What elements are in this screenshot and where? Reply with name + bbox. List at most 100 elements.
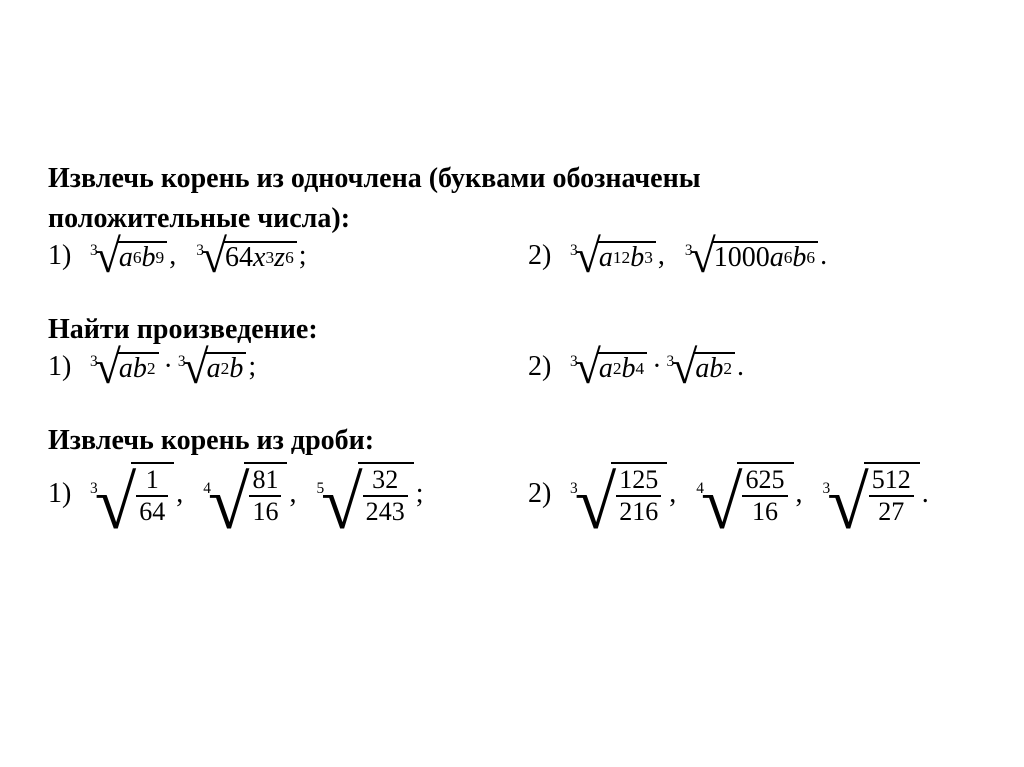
expr: 3 √ 1000a6b6 . [685,240,827,273]
expr: 3 √ 125 216 , [570,462,690,526]
radical: 3 √ a6b9 [90,240,167,273]
separator: , [658,242,665,270]
expr: 3 √ ab2 · 3 √ a2b ; [90,351,256,384]
radical: 3 √ ab2 [90,351,159,384]
fraction: 32 243 [360,466,411,526]
variant-label: 2) [528,480,562,508]
radicand: 32 243 [358,462,414,526]
variant-label: 1) [48,353,82,381]
expr: 3 √ a2b4 · 3 √ ab2 . [570,351,744,384]
fraction: 125 216 [613,466,664,526]
radicand: 125 216 [611,462,667,526]
expr: 3 √ 1 64 , [90,462,197,526]
variant-label: 2) [528,242,562,270]
page: Извлечь корень из одночлена (буквами обо… [0,0,1024,526]
radicand: a6b9 [117,241,167,273]
expr: 3 √ 64x3z6 ; [196,240,306,273]
separator: , [796,480,803,508]
row-3: 1) 3 √ 1 64 , [48,462,976,526]
denominator: 27 [875,498,907,526]
radical: 3 √ 125 216 [570,462,667,526]
radical: 5 √ 32 243 [316,462,413,526]
radical-sign: √ [95,479,137,528]
expr: 4 √ 81 16 , [203,462,310,526]
expr: 3 √ 512 27 . [823,462,929,526]
radical-sign: √ [671,352,697,385]
radical: 3 √ a12b3 [570,240,656,273]
numerator: 625 [742,466,787,494]
radical-sign: √ [208,479,250,528]
numerator: 32 [369,466,401,494]
denominator: 64 [136,498,168,526]
radical: 3 √ 512 27 [823,462,920,526]
fraction: 625 16 [739,466,790,526]
heading-3: Извлечь корень из дроби: [48,422,976,460]
radical: 3 √ 1 64 [90,462,174,526]
radical-sign: √ [690,241,716,274]
exercise-block-3: Извлечь корень из дроби: 1) 3 √ 1 64 [48,422,976,526]
multiply-dot: · [652,353,661,381]
numerator: 512 [869,466,914,494]
radicand: ab2 [693,352,735,384]
radical-sign: √ [827,479,869,528]
exercise-block-1: Извлечь корень из одночлена (буквами обо… [48,160,976,273]
radicand: 1 64 [131,462,174,526]
fraction: 81 16 [246,466,284,526]
expr: 3 √ a12b3 , [570,240,679,273]
radicand: a12b3 [597,241,656,273]
radicand: 512 27 [864,462,920,526]
separator: . [922,480,929,508]
heading-1-line-1: Извлечь корень из одночлена (буквами обо… [48,160,976,198]
denominator: 16 [749,498,781,526]
radical-sign: √ [575,241,601,274]
radical: 3 √ 1000a6b6 [685,240,818,273]
variant-3-2: 2) 3 √ 125 216 , [528,462,976,526]
radical: 3 √ 64x3z6 [196,240,297,273]
radical-sign: √ [95,241,121,274]
variant-1-1: 1) 3 √ a6b9 , 3 √ 64x3z6 ; [48,240,528,273]
denominator: 16 [249,498,281,526]
separator: ; [248,353,256,381]
separator: , [289,480,296,508]
separator: ; [299,242,307,270]
multiply-dot: · [164,353,173,381]
numerator: 81 [249,466,281,494]
fraction: 1 64 [133,466,171,526]
radicand: ab2 [117,352,159,384]
variant-label: 2) [528,353,562,381]
expr: 4 √ 625 16 , [696,462,816,526]
denominator: 243 [363,498,408,526]
radical-sign: √ [95,352,121,385]
radical-sign: √ [183,352,209,385]
separator: , [176,480,183,508]
row-2: 1) 3 √ ab2 · 3 √ a2b ; 2 [48,351,976,384]
radicand: 1000a6b6 [712,241,818,273]
radicand: a2b [205,352,247,384]
row-1: 1) 3 √ a6b9 , 3 √ 64x3z6 ; [48,240,976,273]
separator: . [820,242,827,270]
radicand: 625 16 [737,462,793,526]
numerator: 1 [143,466,162,494]
radical: 4 √ 81 16 [203,462,287,526]
radical-sign: √ [321,479,363,528]
radicand: 64x3z6 [223,241,297,273]
variant-3-1: 1) 3 √ 1 64 , [48,462,528,526]
exercise-block-2: Найти произведение: 1) 3 √ ab2 · 3 √ a2b [48,311,976,384]
variant-label: 1) [48,242,82,270]
radical: 3 √ ab2 [667,351,736,384]
separator: ; [416,480,424,508]
radical: 4 √ 625 16 [696,462,793,526]
separator: , [669,480,676,508]
radicand: 81 16 [244,462,287,526]
denominator: 216 [616,498,661,526]
separator: , [169,242,176,270]
radical-sign: √ [575,352,601,385]
heading-1-line-2: положительные числа): [48,200,976,238]
radical: 3 √ a2b [178,351,247,384]
variant-label: 1) [48,480,82,508]
expr: 3 √ a6b9 , [90,240,190,273]
radical-sign: √ [201,241,227,274]
radical: 3 √ a2b4 [570,351,647,384]
variant-2-1: 1) 3 √ ab2 · 3 √ a2b ; [48,351,528,384]
numerator: 125 [616,466,661,494]
